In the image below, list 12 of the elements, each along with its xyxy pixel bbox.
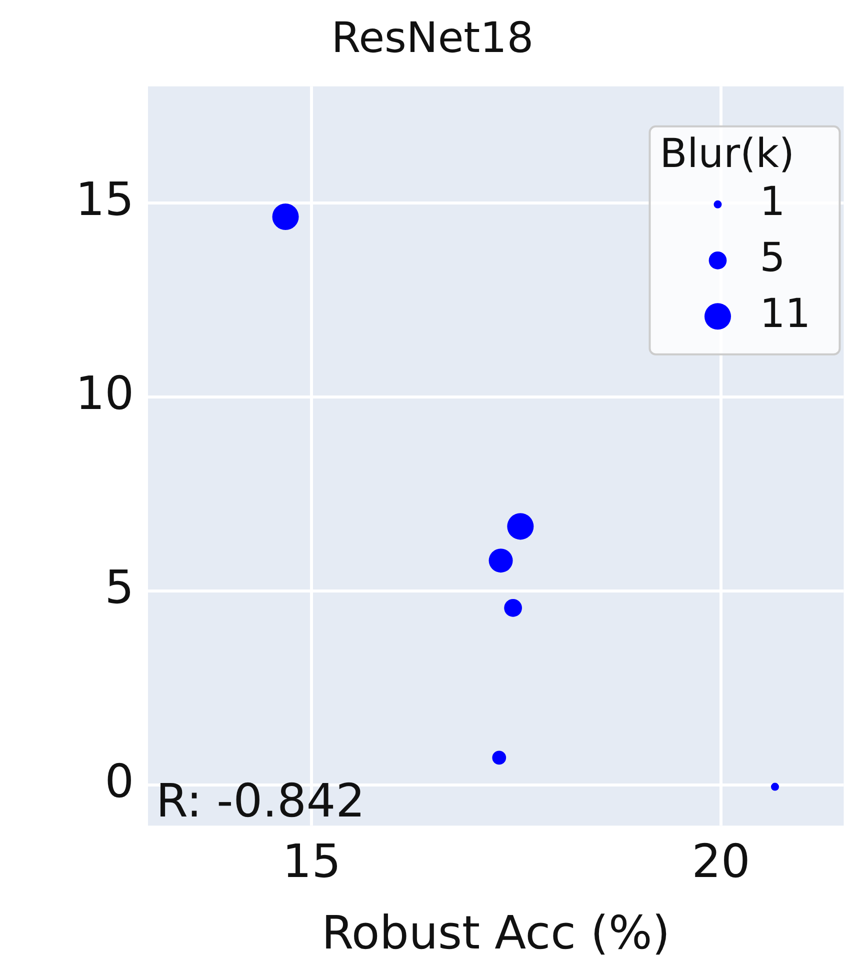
x-axis-title: Robust Acc (%) [322,905,670,960]
annotation: R: -0.842 [156,774,365,828]
legend-label: 11 [760,290,811,337]
y-tick-label: 15 [75,172,134,226]
y-tick-label: 10 [75,366,134,420]
y-tick-label: 5 [104,560,134,614]
chart-title: ResNet18 [331,13,534,62]
legend-label: 1 [760,178,786,225]
x-tick-label: 20 [692,834,750,888]
legend-label: 5 [760,234,786,281]
y-tick-label: 0 [104,754,134,808]
legend-title: Blur(k) [660,130,794,177]
